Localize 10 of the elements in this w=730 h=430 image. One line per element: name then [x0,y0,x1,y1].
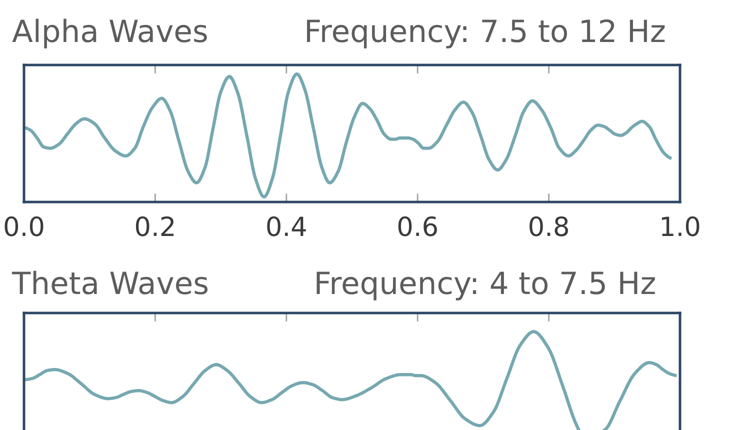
x-tick-label: 0.4 [267,216,306,236]
x-tick-label: 1.0 [662,216,700,236]
chart-subtitle: Frequency: 4 to 7.5 Hz [316,272,655,300]
x-tick-label: 0.6 [398,216,437,236]
chart-subtitle: Frequency: 7.5 to 12 Hz [307,19,665,48]
chart-title: Alpha Waves [12,18,207,48]
chart-title: Theta Waves [12,270,208,294]
x-tick-label: 0.2 [136,216,174,236]
x-tick-label: 0.8 [530,216,568,236]
x-tick-label: 0.0 [4,216,44,236]
